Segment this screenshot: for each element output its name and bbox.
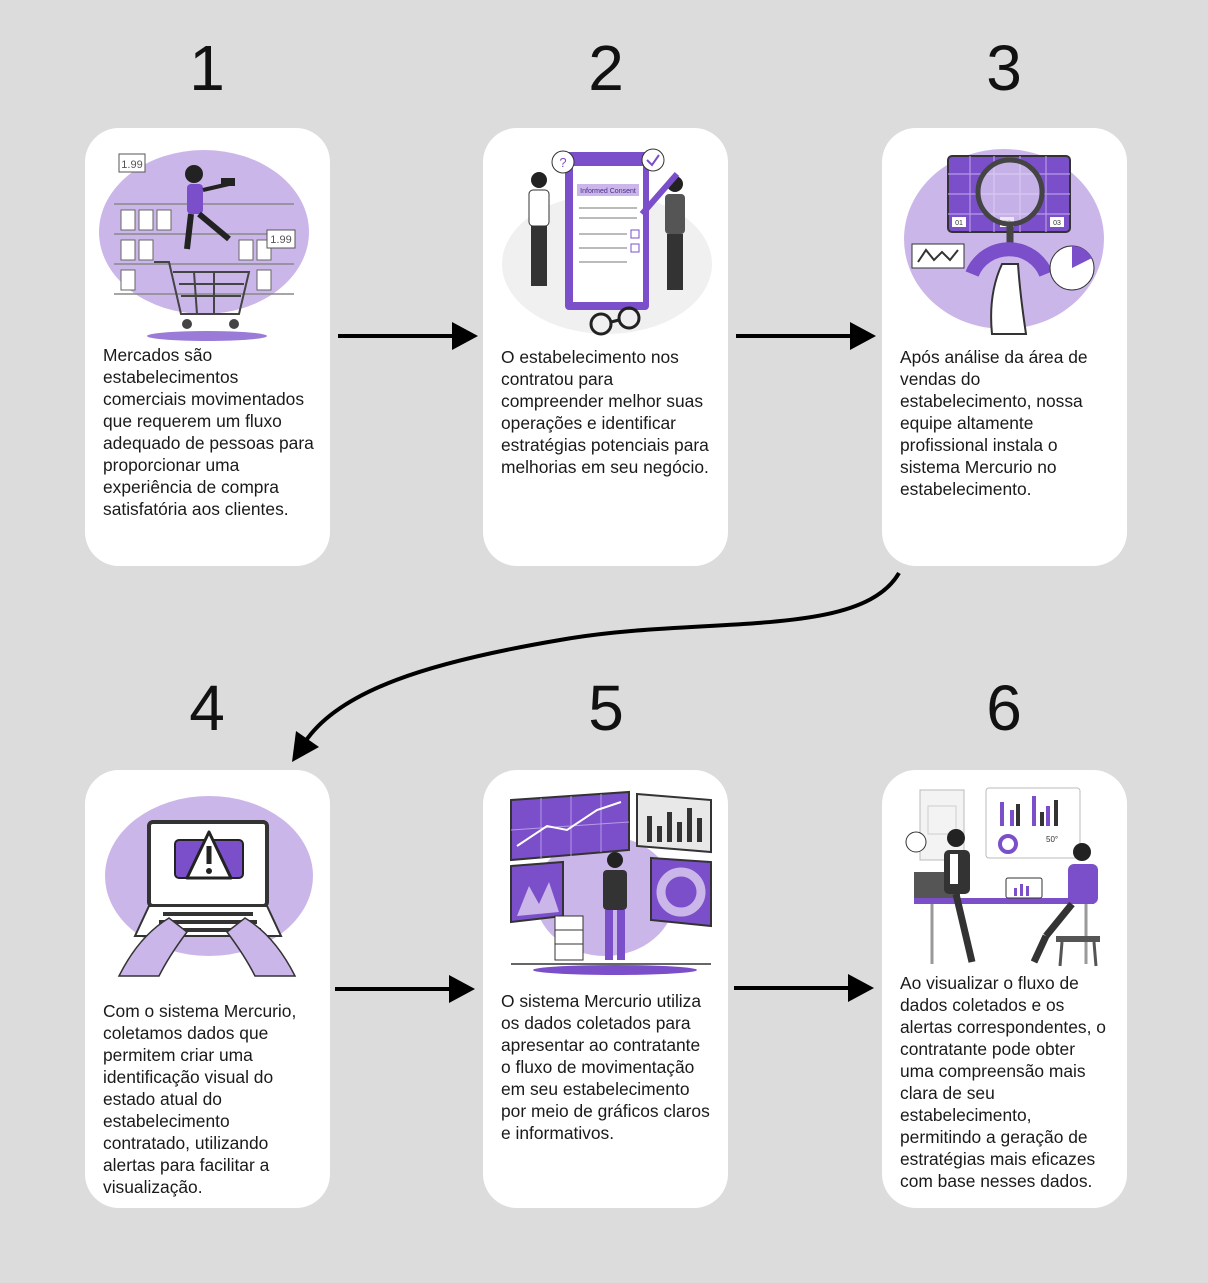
step-text-3: Após análise da área de vendas do estabe… [900, 347, 1088, 499]
grid-code-3: 03 [1053, 220, 1061, 227]
step-card-5: O sistema Mercurio utiliza os dados cole… [483, 770, 728, 1208]
step-number-2: 2 [588, 32, 624, 104]
arrow-4-to-5 [335, 975, 475, 1003]
supermarket-shopper-icon: 1.99 1.99 [99, 144, 316, 344]
step-card-6: 50° Ao visualizar o fluxo de dados colet… [882, 770, 1127, 1208]
informed-consent-contract-icon: Informed Consent ? [497, 144, 714, 344]
step-number-5: 5 [588, 672, 624, 744]
step-text-6: Ao visualizar o fluxo de dados coletados… [900, 973, 1106, 1191]
step-text-4: Com o sistema Mercurio, coletamos dados … [103, 1001, 297, 1197]
temperature-badge: 50° [1046, 835, 1058, 844]
step-number-4: 4 [189, 672, 225, 744]
price-tag-right: 1.99 [270, 234, 291, 246]
business-meeting-icon: 50° [896, 786, 1113, 986]
laptop-alert-icon [99, 786, 316, 986]
magnifier-analysis-icon: 01 02 03 [896, 144, 1113, 344]
step-number-6: 6 [986, 672, 1022, 744]
step-number-1: 1 [189, 32, 225, 104]
step-card-1: 1.99 1.99 Mercados são estabelecimentos … [85, 128, 330, 566]
consent-doc-label: Informed Consent [580, 188, 636, 195]
step-number-3: 3 [986, 32, 1022, 104]
price-tag-left: 1.99 [121, 159, 142, 171]
data-dashboard-presenter-icon [497, 786, 714, 986]
svg-text:?: ? [559, 155, 566, 170]
step-card-3: 01 02 03 Após análise da área de vendas … [882, 128, 1127, 566]
step-text-5: O sistema Mercurio utiliza os dados cole… [501, 991, 710, 1143]
grid-code-1: 01 [955, 220, 963, 227]
arrow-1-to-2 [338, 322, 478, 350]
step-card-2: Informed Consent ? O estabe [483, 128, 728, 566]
step-text-1: Mercados são estabelecimentos comerciais… [103, 345, 314, 519]
step-card-4: Com o sistema Mercurio, coletamos dados … [85, 770, 330, 1208]
step-text-2: O estabelecimento nos contratou para com… [501, 347, 709, 477]
arrow-2-to-3 [736, 322, 876, 350]
arrow-5-to-6 [734, 974, 874, 1002]
